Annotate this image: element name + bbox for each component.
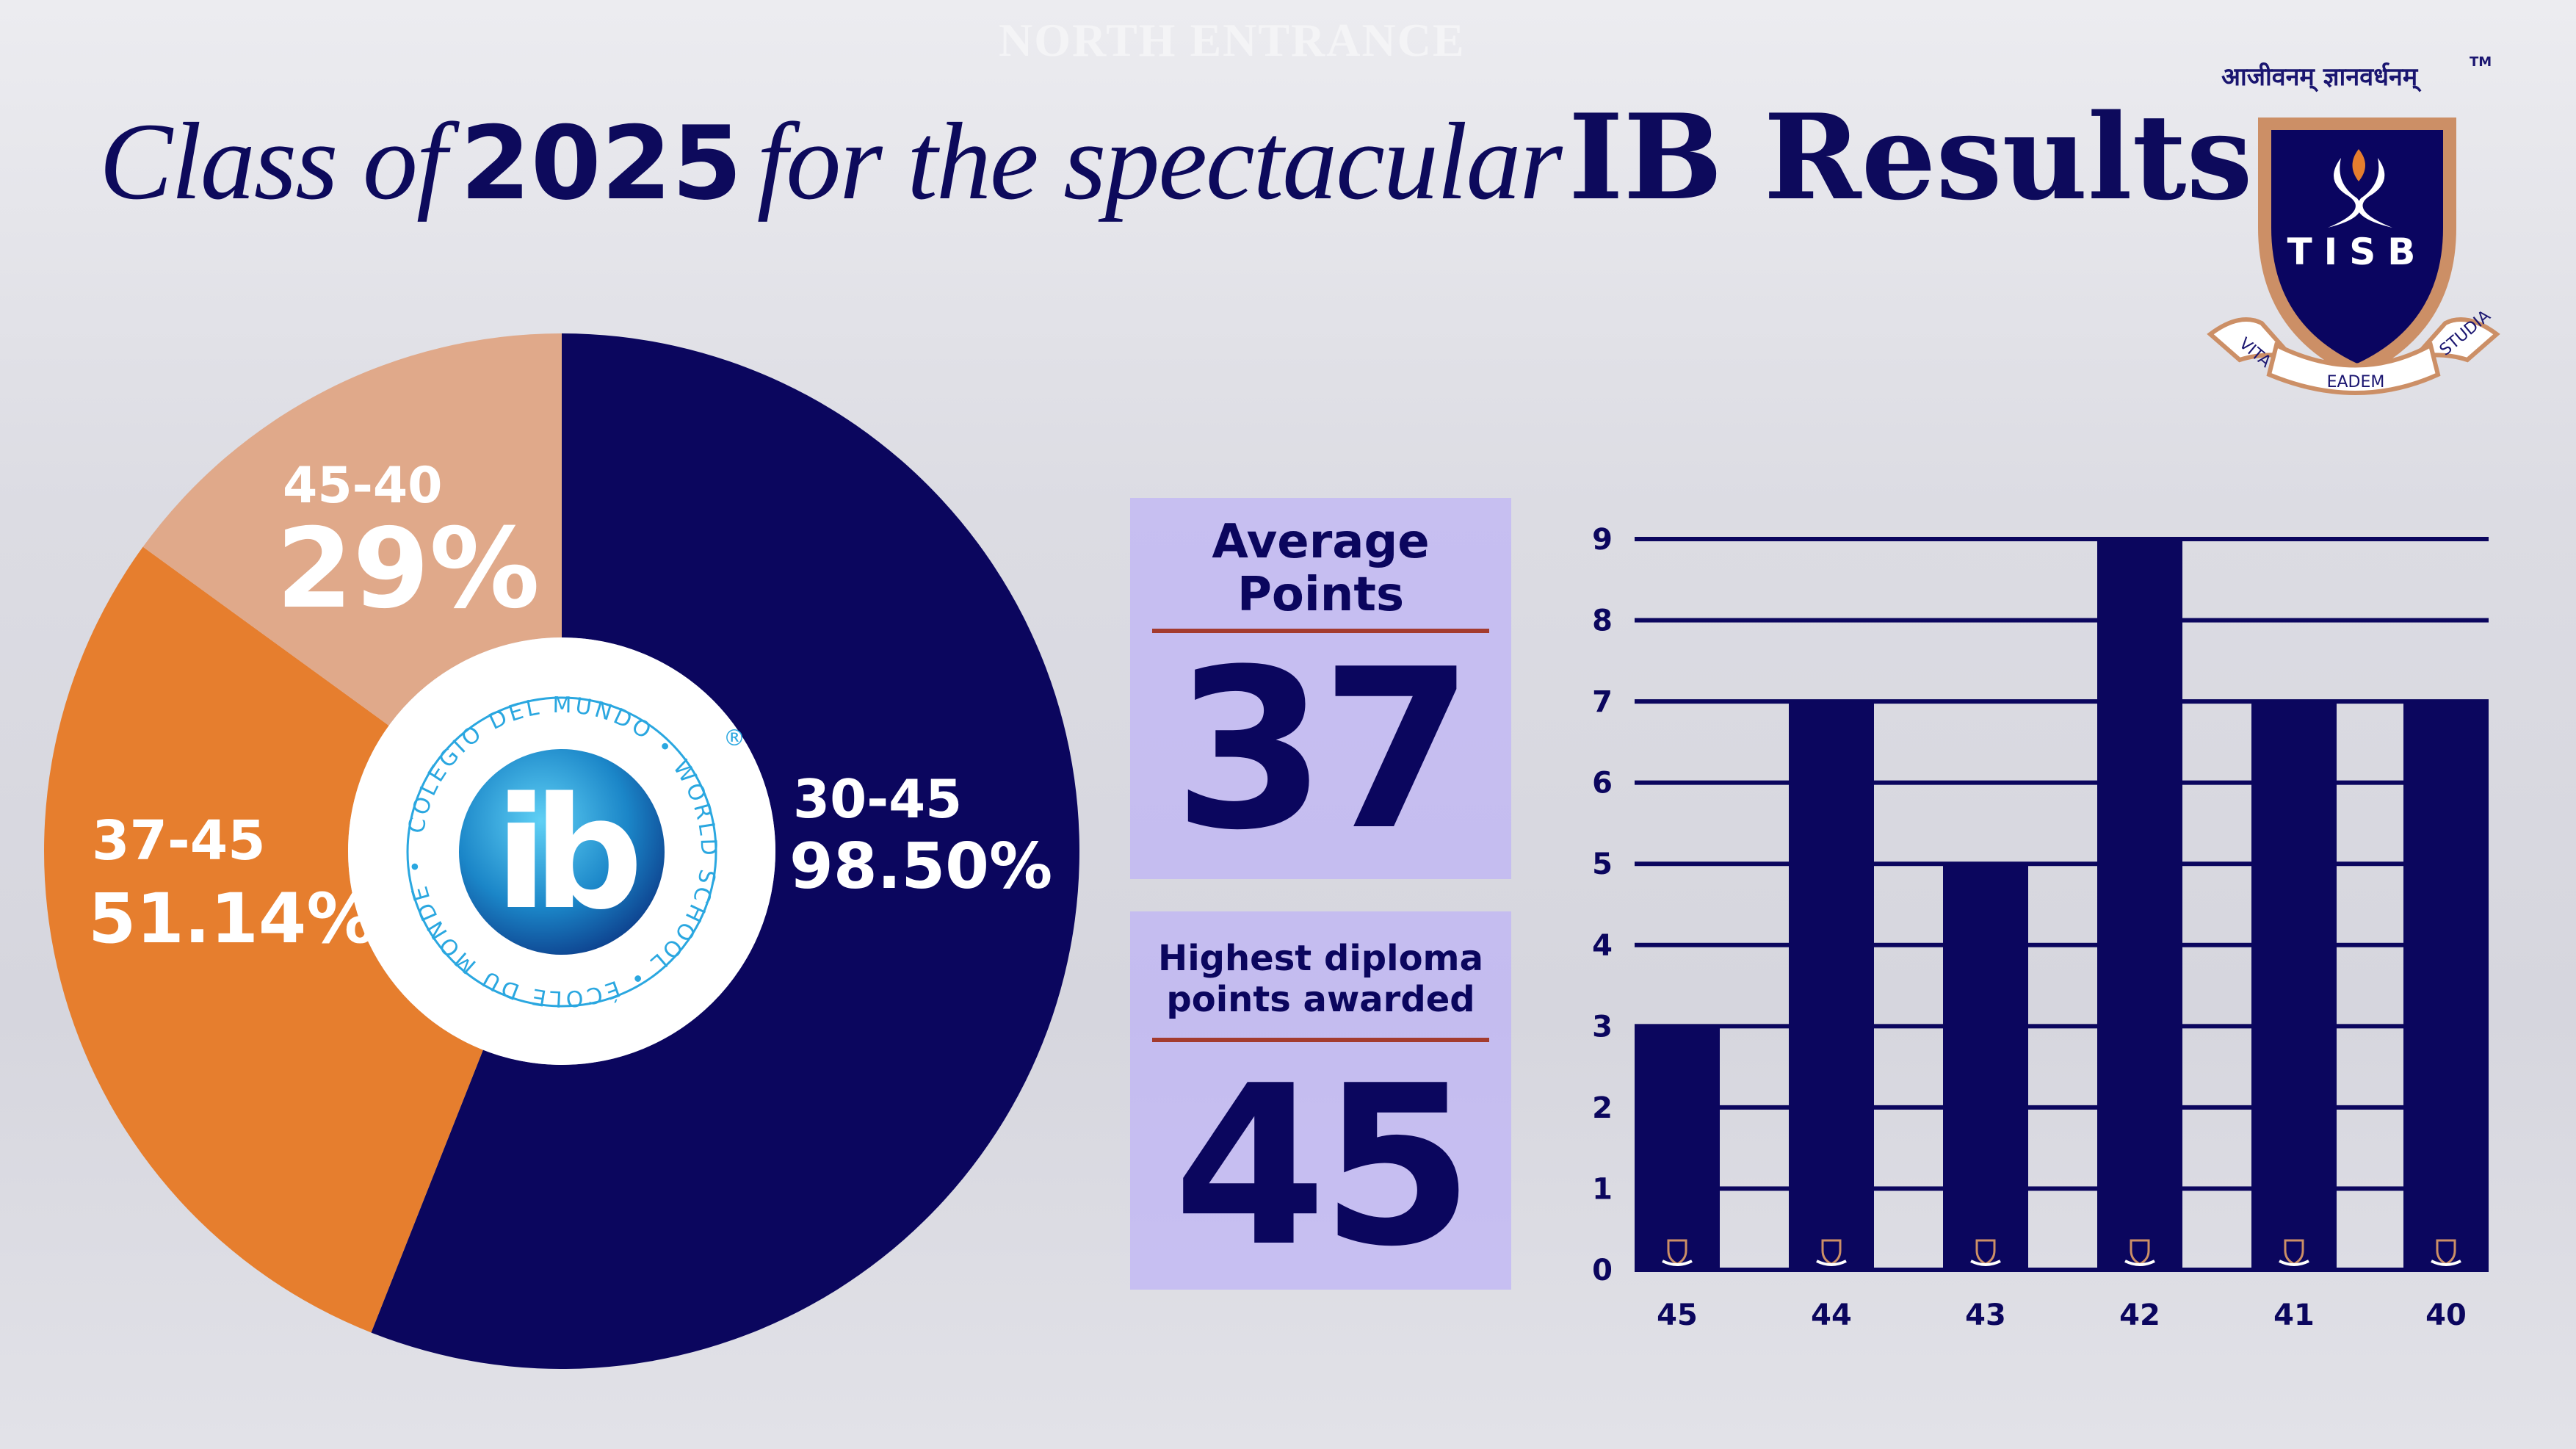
- gridline-3: [1635, 1024, 2489, 1029]
- slice-label-range-peach: 45-40: [283, 457, 443, 515]
- y-tick-label: 1: [1592, 1172, 1613, 1206]
- ribbon-eadem: EADEM: [2327, 373, 2385, 391]
- tisb-crest-icon: [2279, 1239, 2309, 1266]
- tisb-crest-icon: [1970, 1239, 2001, 1266]
- gridline-9: [1635, 537, 2489, 541]
- bar-41: [2251, 701, 2337, 1270]
- donut-slice-45-40: [142, 333, 562, 726]
- title-part2: for the spectacular: [756, 101, 1563, 223]
- divider: [1152, 1038, 1489, 1042]
- y-tick-label: 9: [1592, 523, 1613, 557]
- gridline-1: [1635, 1186, 2489, 1191]
- gridline-2: [1635, 1105, 2489, 1110]
- donut-slice-37-45: [43, 546, 483, 1333]
- bar-42: [2097, 539, 2182, 1270]
- highest-points-label: Highest diploma points awarded: [1158, 938, 1483, 1020]
- ib-logo: COLEGIO DEL MUNDO • WORLD SCHOOL • ÉCOLE…: [375, 665, 749, 1039]
- tisb-logo: आजीवनम् ज्ञानवर्धनम् TM TISB VITA EADEM …: [2196, 54, 2511, 397]
- gridline-0: [1635, 1268, 2489, 1272]
- y-tick-label: 5: [1592, 848, 1613, 881]
- y-tick-label: 8: [1592, 604, 1613, 638]
- highest-points-card: Highest diploma points awarded 45: [1130, 911, 1511, 1290]
- x-tick-label: 42: [2119, 1298, 2160, 1332]
- slice-label-value-navy: 98.50%: [789, 830, 1053, 903]
- bar-43: [1943, 864, 2028, 1270]
- y-tick-label: 3: [1592, 1010, 1613, 1044]
- average-points-value: 37: [1173, 622, 1474, 878]
- divider: [1152, 629, 1489, 633]
- x-tick-label: 40: [2425, 1298, 2467, 1332]
- y-tick-label: 6: [1592, 767, 1613, 801]
- x-tick-label: 43: [1965, 1298, 2006, 1332]
- bar-40: [2403, 701, 2489, 1270]
- gridline-4: [1635, 942, 2489, 947]
- tisb-crest-icon: [2431, 1239, 2461, 1266]
- ib-circle-icon: [459, 749, 665, 955]
- bar-45: [1635, 1026, 1720, 1270]
- x-tick-label: 45: [1657, 1298, 1698, 1332]
- bar-44: [1789, 701, 1874, 1270]
- background-sign: NORTH ENTRANCE: [999, 14, 1466, 66]
- gridline-7: [1635, 699, 2489, 704]
- registered-mark: ®: [723, 726, 745, 751]
- page-title: Class of 2025 for the spectacular IB Res…: [99, 88, 2253, 250]
- title-year: 2025: [460, 104, 742, 223]
- tisb-crest-icon: [1662, 1239, 1693, 1266]
- y-tick-label: 2: [1592, 1091, 1613, 1125]
- title-part1: Class of: [99, 101, 447, 223]
- gridline-6: [1635, 780, 2489, 785]
- gridline-8: [1635, 618, 2489, 623]
- donut-slice-30-45: [371, 333, 1080, 1369]
- x-tick-label: 41: [2273, 1298, 2315, 1332]
- average-points-label: Average Points: [1212, 515, 1430, 622]
- tisb-shield-icon: TISB VITA EADEM STUDIA: [2207, 118, 2500, 395]
- x-tick-label: 44: [1811, 1298, 1852, 1332]
- slice-label-range-orange: 37-45: [92, 809, 266, 872]
- logo-name: TISB: [2287, 231, 2428, 273]
- y-tick-label: 7: [1592, 685, 1613, 719]
- gridline-5: [1635, 861, 2489, 867]
- tisb-crest-icon: [1816, 1239, 1847, 1266]
- slice-label-value-orange: 51.14%: [88, 879, 376, 959]
- logo-motto: आजीवनम् ज्ञानवर्धनम्: [2221, 62, 2418, 92]
- logo-tm: TM: [2470, 54, 2492, 70]
- tisb-crest-icon: [2124, 1239, 2155, 1266]
- y-tick-label: 4: [1592, 929, 1613, 963]
- highest-points-value: 45: [1173, 1038, 1474, 1295]
- title-part3: IB Results: [1568, 88, 2253, 226]
- slice-label-range-navy: 30-45: [793, 768, 963, 830]
- ib-letters: ib: [495, 764, 637, 944]
- average-points-card: Average Points 37: [1130, 498, 1511, 879]
- y-tick-label: 0: [1592, 1254, 1613, 1287]
- slice-label-value-peach: 29%: [276, 505, 540, 633]
